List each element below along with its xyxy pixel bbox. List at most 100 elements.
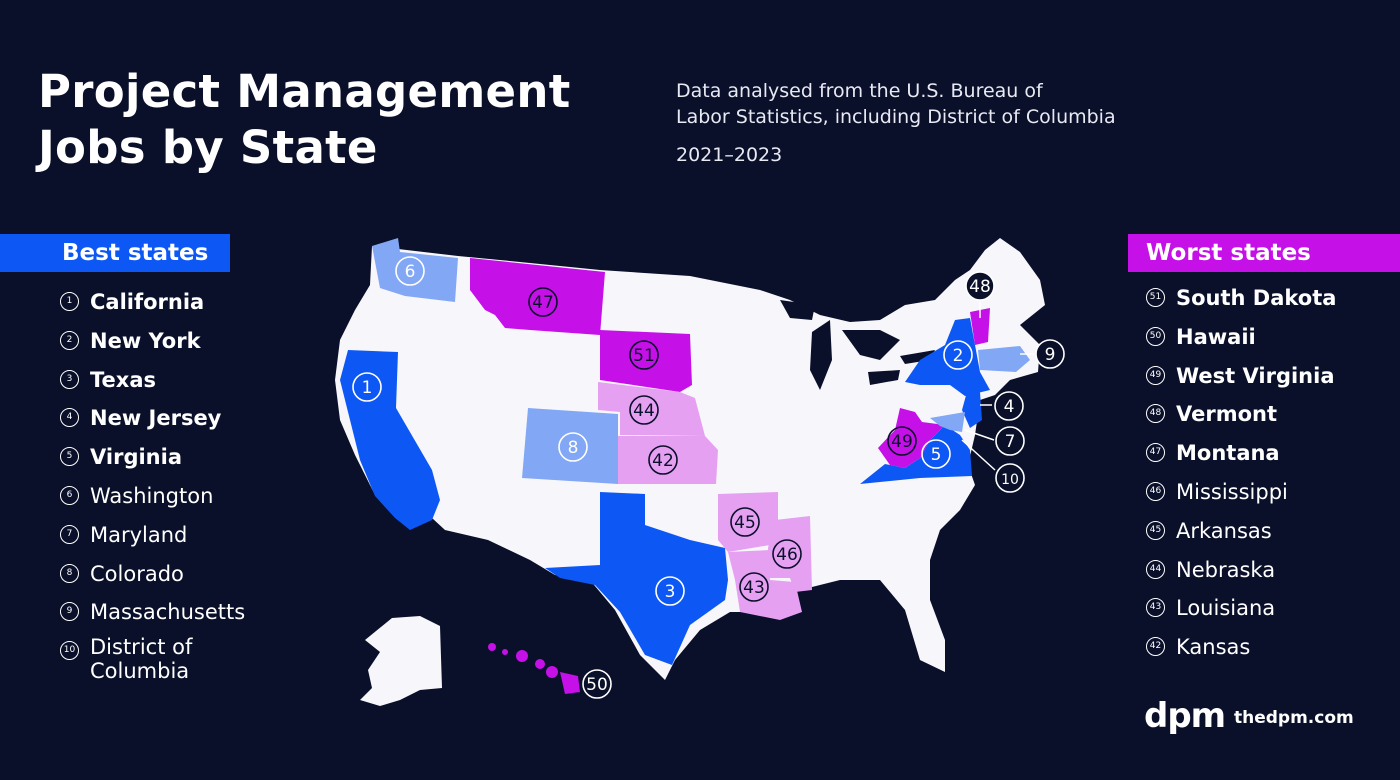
best-item: 3 Texas	[60, 364, 245, 403]
state-new-jersey	[962, 388, 982, 428]
rank-badge: 4	[60, 408, 79, 428]
state-name: Hawaii	[1176, 324, 1256, 349]
map-badge-text: 1	[362, 378, 373, 398]
rank-badge: 1	[60, 292, 79, 311]
map-badge-text: 51	[633, 346, 655, 366]
state-name: Mississippi	[1176, 479, 1288, 504]
worst-item: 43 Louisiana	[1146, 592, 1336, 631]
subtitle-line-1: Data analysed from the U.S. Bureau of	[676, 80, 1043, 102]
rank-badge: 7	[60, 524, 79, 544]
rank-badge: 10	[60, 641, 79, 661]
map-badge: 44	[629, 395, 659, 425]
state-name: Texas	[90, 367, 156, 392]
state-virginia	[860, 425, 972, 484]
state-colorado	[522, 408, 618, 484]
state-name: Colorado	[90, 561, 184, 586]
rank-badge: 9	[60, 602, 79, 622]
state-mississippi	[768, 516, 812, 592]
state-name: Nebraska	[1176, 557, 1276, 582]
state-arkansas	[718, 492, 778, 552]
worst-item: 45 Arkansas	[1146, 515, 1336, 554]
map-badge-text: 7	[1005, 432, 1016, 452]
rank-badge: 45	[1146, 520, 1165, 540]
map-badge-text: 44	[633, 401, 655, 421]
map-badge: 51	[629, 340, 659, 370]
state-name: Louisiana	[1176, 596, 1276, 621]
map-badge-text: 2	[953, 346, 964, 366]
map-badge-text: 6	[405, 262, 416, 282]
worst-item: 50 Hawaii	[1146, 321, 1336, 360]
rank-badge: 2	[60, 330, 79, 350]
best-item: 5 Virginia	[60, 441, 245, 480]
worst-item: 51 South Dakota	[1146, 282, 1336, 321]
map-badge: 50	[582, 669, 612, 699]
best-states-list: 1 California 2 New York 3 Texas 4 New Jersey…	[60, 286, 245, 683]
map-badge-text: 49	[891, 432, 913, 452]
map-badge-text: 42	[652, 451, 674, 471]
state-name: Washington	[90, 483, 214, 508]
state-name: Arkansas	[1176, 518, 1272, 543]
state-name: South Dakota	[1176, 286, 1337, 310]
state-name: Kansas	[1176, 635, 1251, 660]
worst-item: 46 Mississippi	[1146, 476, 1336, 515]
leader-lines	[961, 302, 1034, 471]
best-item: 9 Massachusetts	[60, 596, 245, 635]
best-item: 10 District of Columbia	[60, 635, 245, 683]
worst-states-list: 51 South Dakota 50 Hawaii 49 West Virginia …	[1146, 282, 1336, 670]
best-item: 7 Maryland	[60, 519, 245, 558]
rank-badge: 5	[60, 447, 79, 467]
rank-badge: 48	[1146, 404, 1165, 424]
map-badge: 6	[395, 256, 425, 286]
dpm-logo: dpm	[1144, 696, 1226, 736]
rank-badge: 46	[1146, 481, 1165, 501]
map-badge: 43	[739, 572, 769, 602]
years-label: 2021–2023	[676, 144, 783, 166]
map-badge: 9	[1035, 339, 1065, 369]
rank-badge: 47	[1146, 443, 1165, 463]
state-name: New Jersey	[90, 406, 222, 431]
map-badge-text: 9	[1045, 345, 1056, 365]
map-badge-text: 5	[931, 445, 942, 465]
state-maryland	[930, 412, 965, 432]
map-badge-text: 50	[586, 675, 608, 695]
title-line-1: Project Management	[38, 65, 571, 118]
rank-badge: 51	[1146, 288, 1165, 307]
best-item: 8 Colorado	[60, 558, 245, 597]
map-badge: 1	[352, 372, 382, 402]
state-louisiana	[728, 550, 802, 620]
state-south-dakota	[600, 330, 692, 392]
map-badge: 4	[994, 391, 1024, 421]
state-california	[340, 350, 440, 530]
best-states-header-text: Best states	[62, 240, 209, 266]
rank-badge: 49	[1146, 365, 1165, 385]
state-name: Virginia	[90, 445, 182, 470]
state-hawaii	[488, 643, 580, 694]
map-badge-text: 8	[568, 438, 579, 458]
state-massachusetts	[978, 346, 1030, 372]
state-kansas	[618, 436, 718, 484]
state-name: Massachusetts	[90, 600, 246, 625]
subtitle-line-2: Labor Statistics, including District of …	[676, 106, 1116, 128]
state-alaska	[360, 616, 442, 706]
worst-item: 42 Kansas	[1146, 631, 1336, 670]
state-texas	[545, 492, 728, 665]
map-badge: 7	[995, 426, 1025, 456]
worst-item: 49 West Virginia	[1146, 360, 1336, 399]
worst-item: 47 Montana	[1146, 437, 1336, 476]
map-badge: 3	[655, 576, 685, 606]
best-item: 6 Washington	[60, 480, 245, 519]
map-badge: 8	[558, 432, 588, 462]
map-badge: 2	[943, 340, 973, 370]
worst-item: 48 Vermont	[1146, 398, 1336, 437]
best-states-header: Best states	[0, 234, 230, 272]
state-name: Vermont	[1176, 402, 1278, 427]
map-badge: 47	[528, 287, 558, 317]
map-badge-text: 4	[1004, 397, 1015, 417]
page-title: Project Management Jobs by State	[38, 64, 571, 176]
map-badge: 45	[730, 507, 760, 537]
state-name: District of	[90, 635, 193, 660]
map-badge-text: 48	[969, 277, 991, 297]
great-lakes	[780, 300, 935, 390]
site-url: thedpm.com	[1234, 708, 1354, 728]
